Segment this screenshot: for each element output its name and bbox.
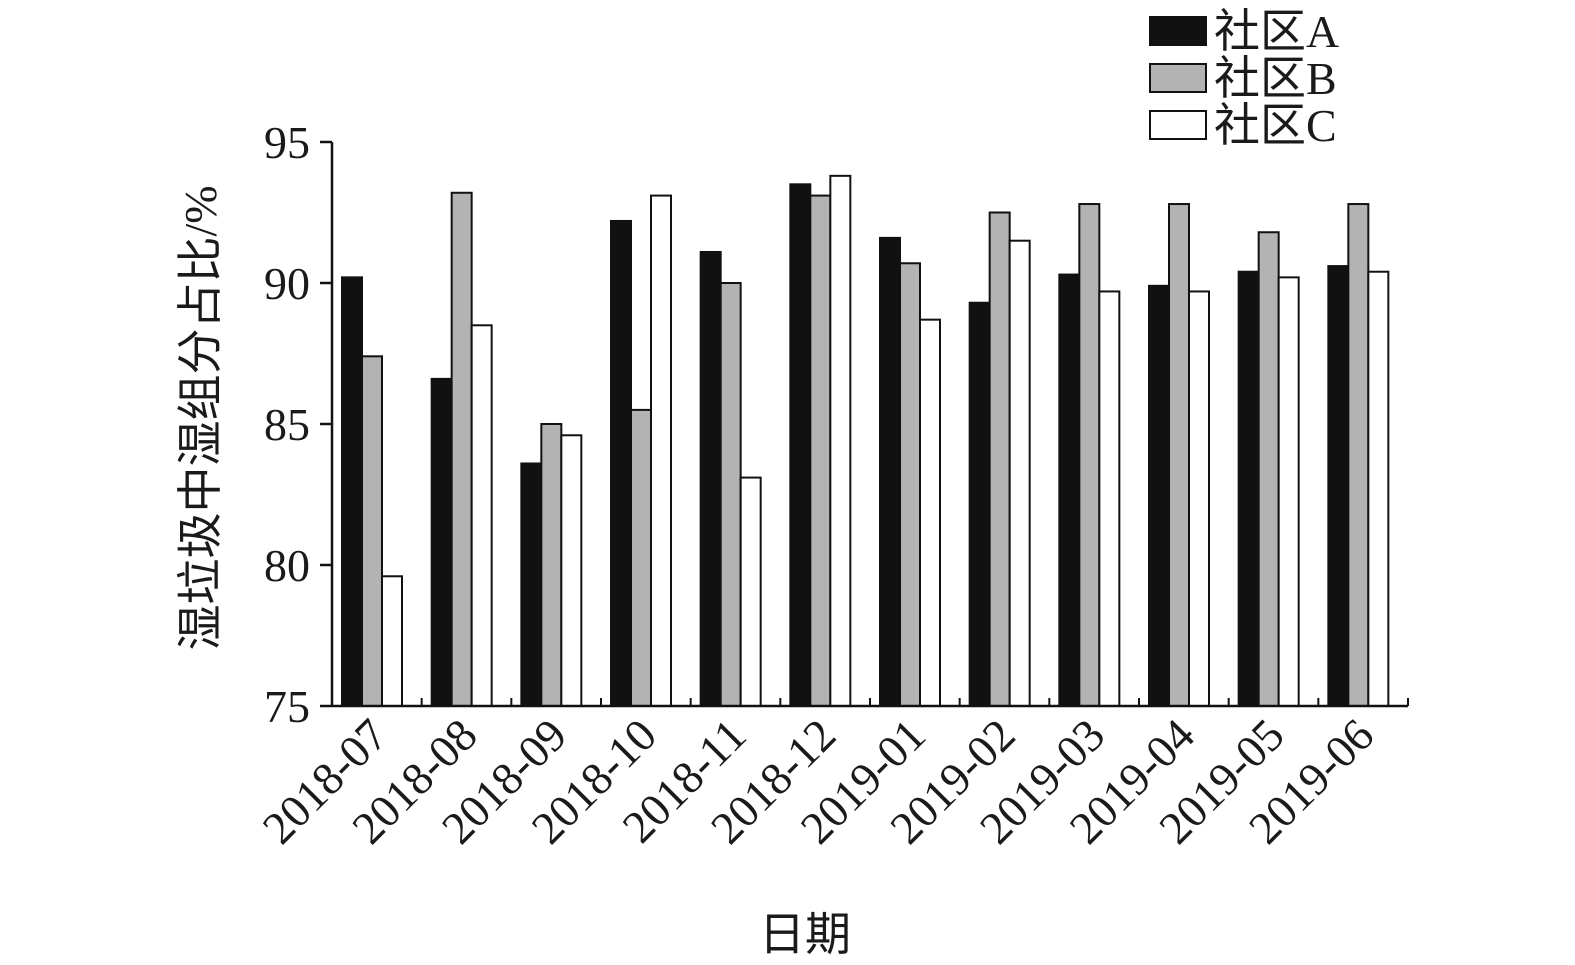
bar-2019-01-社区C [919,318,941,707]
bar-2018-12-社区B [809,194,832,708]
bar-2018-09-社区C [560,434,583,707]
bar-2019-02-社区B [988,211,1011,707]
y-axis-title: 湿垃圾中湿组分占比/% [175,185,226,650]
bar-2019-04-社区A [1148,284,1170,707]
bar-2018-07-社区B [361,355,383,707]
bar-2018-11-社区C [739,476,762,707]
bar-2018-11-社区A [699,250,722,707]
bar-2019-04-社区B [1168,203,1190,707]
bar-2019-03-社区A [1058,273,1081,707]
y-tick-label: 95 [264,117,310,168]
y-tick-label: 85 [264,399,310,450]
bar-2019-01-社区A [879,236,901,707]
bar-2019-02-社区C [1008,239,1031,707]
bar-2018-12-社区C [829,174,852,707]
bar-2018-11-社区B [719,282,742,707]
bar-2019-05-社区B [1257,231,1280,708]
bar-2018-10-社区C [650,194,672,708]
bar-2019-06-社区C [1367,270,1390,707]
legend-label: 社区B [1214,53,1337,104]
bar-2018-07-社区A [341,276,363,707]
bar-2018-08-社区C [470,324,493,707]
bar-2019-04-社区C [1188,290,1210,707]
bar-2018-07-社区C [381,575,403,708]
bar-2018-10-社区B [630,408,652,707]
legend-swatch [1149,110,1207,140]
legend-swatch [1149,63,1207,93]
bar-2019-06-社区B [1347,203,1370,707]
bars-group [341,174,1390,708]
bar-2019-06-社区A [1327,265,1350,707]
bar-2019-05-社区A [1237,270,1260,707]
bar-2018-09-社区B [540,423,563,707]
bar-2018-09-社区A [520,462,543,708]
x-ticks-group: 2018-072018-082018-092018-102018-112018-… [253,698,1409,853]
legend-label: 社区A [1214,6,1339,57]
y-tick-label: 80 [264,540,310,591]
bar-2019-03-社区B [1078,203,1101,707]
bar-2019-02-社区A [968,301,991,707]
bar-2019-01-社区B [899,262,921,707]
bar-2019-05-社区C [1277,276,1300,707]
bar-2019-03-社区C [1098,290,1121,707]
x-axis-title: 日期 [759,909,851,960]
y-tick-label: 75 [264,681,310,732]
y-tick-label: 90 [264,258,310,309]
bar-2018-08-社区B [450,191,473,707]
y-ticks-group: 75 80 85 90 95 [264,117,332,732]
legend-label: 社区C [1214,100,1337,151]
bar-2018-10-社区A [610,219,632,708]
bar-2018-12-社区A [789,183,812,708]
legend-swatch [1149,16,1207,46]
bar-2018-08-社区A [430,377,453,707]
